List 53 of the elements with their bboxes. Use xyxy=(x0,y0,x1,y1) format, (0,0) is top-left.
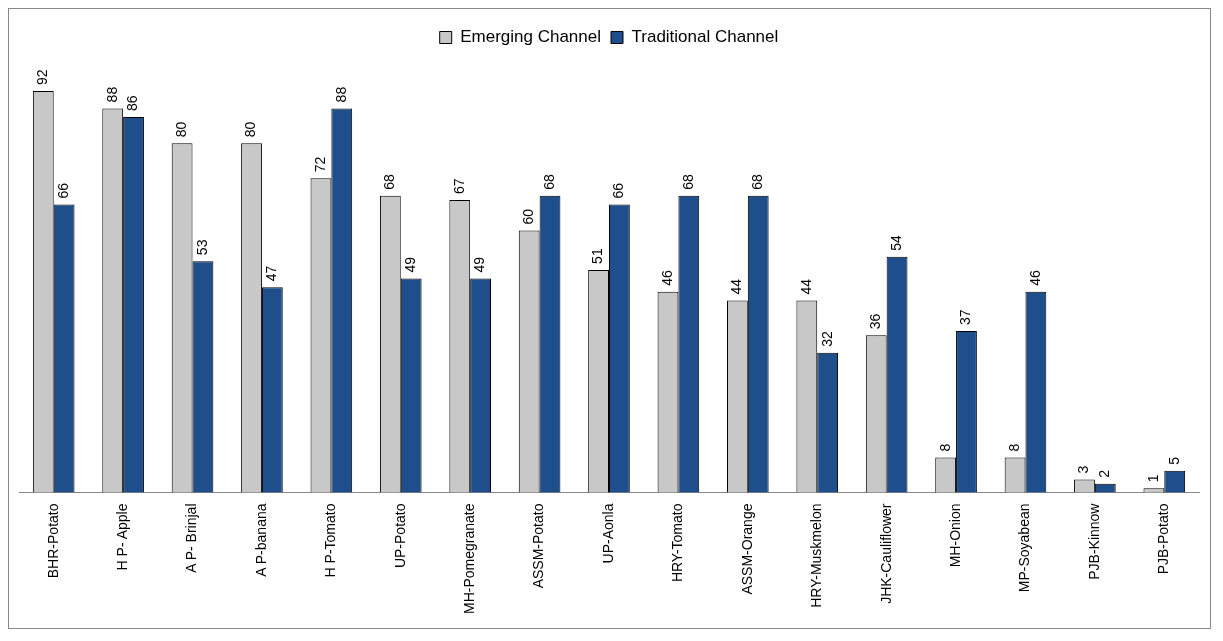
data-label: 1 xyxy=(1144,474,1161,483)
data-label: 88 xyxy=(332,86,349,103)
data-label: 49 xyxy=(402,256,419,273)
x-tick-label: BHR-Potato xyxy=(44,503,61,579)
data-label: 92 xyxy=(34,69,51,85)
data-label: 80 xyxy=(242,121,259,138)
data-label: 72 xyxy=(311,156,328,173)
x-tick-label: ASSM-Orange xyxy=(738,503,755,595)
x-tick-label: H P-Tomato xyxy=(322,503,339,578)
x-tick-label: A P- Brinjal xyxy=(183,503,200,573)
data-label: 66 xyxy=(610,182,627,199)
x-tick-label: UP-Aonla xyxy=(599,503,616,564)
data-label: 66 xyxy=(54,182,71,199)
x-tick-label: HRY-Muskmelon xyxy=(808,503,825,608)
x-tick-label: JHK-Cauliflower xyxy=(877,503,894,604)
x-tick-label: H P- Apple xyxy=(113,503,130,571)
data-label: 5 xyxy=(1165,456,1182,465)
x-tick-label: MP-Soyabean xyxy=(1016,503,1033,593)
data-label: 2 xyxy=(1096,469,1113,478)
data-label: 46 xyxy=(1026,269,1043,286)
data-label: 54 xyxy=(887,235,904,251)
data-label: 68 xyxy=(540,173,557,190)
data-label: 3 xyxy=(1075,465,1092,474)
data-label: 44 xyxy=(728,278,745,295)
data-label: 68 xyxy=(381,173,398,190)
data-label: 8 xyxy=(936,443,953,452)
data-label: 67 xyxy=(450,178,467,195)
legend-label: Traditional Channel xyxy=(631,27,779,47)
data-label: 53 xyxy=(193,239,210,256)
data-label: 46 xyxy=(658,269,675,286)
x-tick-label: HRY-Tomato xyxy=(669,503,686,583)
data-label: 47 xyxy=(263,265,280,282)
x-tick-label: A P-banana xyxy=(252,503,269,577)
data-label: 88 xyxy=(103,86,120,103)
legend-label: Emerging Channel xyxy=(460,27,602,47)
x-tick-label: MH-Onion xyxy=(946,503,963,568)
data-label: 44 xyxy=(797,278,814,295)
data-label: 37 xyxy=(957,309,974,325)
x-tick-label: ASSM-Potato xyxy=(530,503,547,589)
x-tick-label: MH-Pomegranate xyxy=(461,503,478,615)
data-label: 32 xyxy=(818,331,835,347)
data-label: 36 xyxy=(867,313,884,330)
data-label: 60 xyxy=(520,208,537,225)
x-tick-label: PJB-Potato xyxy=(1155,503,1172,575)
data-label: 68 xyxy=(679,173,696,190)
data-label: 51 xyxy=(589,248,606,264)
data-label: 49 xyxy=(471,256,488,273)
data-label: 80 xyxy=(172,121,189,138)
x-tick-label: PJB-Kinnow xyxy=(1085,502,1102,580)
data-label: 86 xyxy=(124,95,141,112)
data-label: 8 xyxy=(1005,443,1022,452)
data-label: 68 xyxy=(749,173,766,190)
x-tick-label: UP-Potato xyxy=(391,503,408,569)
